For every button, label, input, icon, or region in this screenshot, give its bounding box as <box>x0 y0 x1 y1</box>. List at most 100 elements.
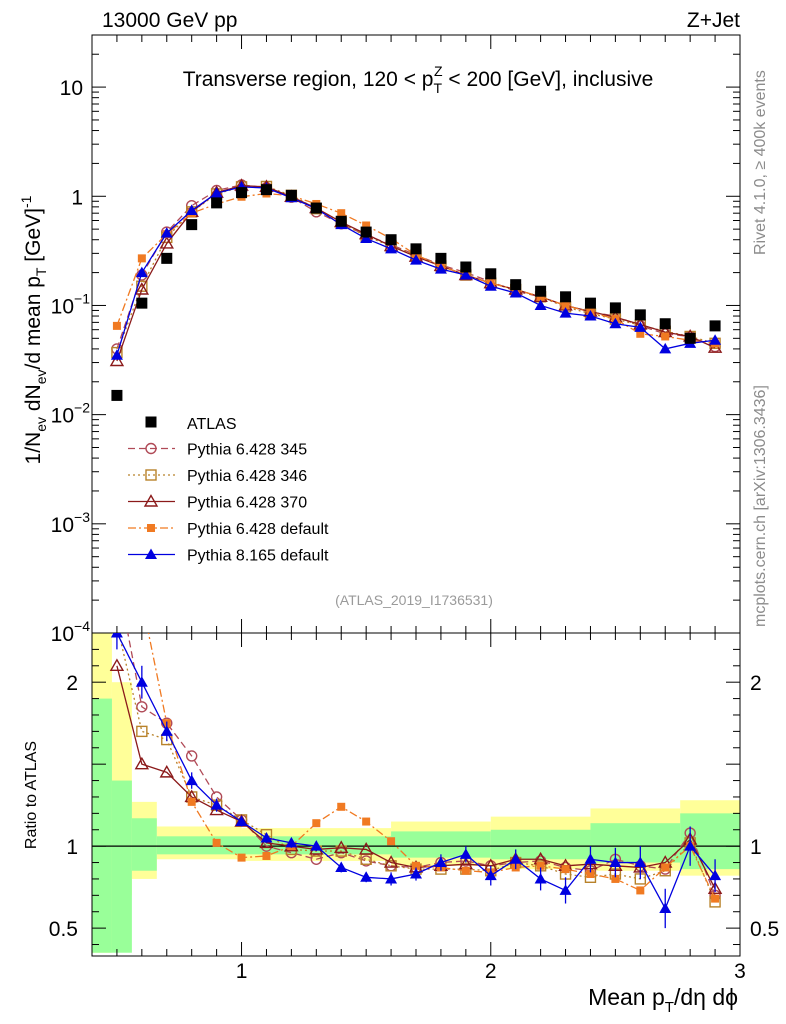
ratio-point-p8 <box>360 871 373 882</box>
x-tick-label: 2 <box>485 960 497 983</box>
ratio-point-p345 <box>185 750 198 762</box>
legend-marker-p345 <box>145 442 157 455</box>
point-p8 <box>709 334 722 345</box>
main-y-tick-label: 10−1 <box>51 290 91 318</box>
mcplots-label: mcplots.cern.ch [arXiv:1306.3436] <box>752 385 769 627</box>
plot-title-post: < 200 [GeV], inclusive <box>443 68 654 91</box>
ratio-point-p8 <box>584 853 597 864</box>
point-p6def <box>137 254 146 263</box>
ratio-y-tick-label: 2 <box>66 672 78 695</box>
point-p370 <box>134 282 150 295</box>
point-p6def <box>536 292 545 301</box>
main-y-axis-label: 1/Nev dNev/d mean pT [GeV]-1 <box>18 195 49 464</box>
legend-entry-atlas: ATLAS <box>145 416 237 433</box>
x-axis-label: Mean pT/dη dϕ <box>588 984 738 1016</box>
ratio-point-p8 <box>559 884 572 895</box>
series-line-p370 <box>116 185 716 362</box>
plot-title-pre: Transverse region, 120 < p <box>183 68 434 91</box>
point-atlas <box>260 184 272 196</box>
point-atlas <box>385 234 397 246</box>
legend-marker-p6def <box>147 524 155 532</box>
ratio-point-p8 <box>185 774 198 786</box>
ratio-point-p6def <box>611 874 620 883</box>
ratio-point-p8 <box>684 840 697 851</box>
ratio-point-p8 <box>410 868 422 879</box>
band-inner-1 <box>111 780 132 953</box>
series-p345 <box>111 179 721 355</box>
legend-label-p8: Pythia 8.165 default <box>187 548 329 565</box>
ratio-point-p346 <box>136 725 148 738</box>
x-ticks: 1 2 3 <box>116 35 746 983</box>
ratio-point-p6def <box>237 853 246 862</box>
ratio-point-p6def <box>661 863 670 872</box>
point-p8 <box>110 349 123 360</box>
ratio-point-p6def <box>636 886 645 895</box>
legend-label-p6def: Pythia 6.428 default <box>187 521 329 538</box>
band-inner-2 <box>131 818 157 871</box>
legend-label-p370: Pythia 6.428 370 <box>187 495 307 512</box>
legend-label-atlas: ATLAS <box>187 416 237 433</box>
point-atlas <box>584 297 596 309</box>
ratio-point-p8 <box>434 856 447 868</box>
point-atlas <box>236 187 248 199</box>
main-y-tick-label: 10−4 <box>51 618 91 646</box>
point-atlas <box>460 261 472 273</box>
point-atlas <box>335 215 347 227</box>
point-atlas <box>410 243 422 255</box>
series-p370 <box>109 178 723 367</box>
ratio-y-tick-label-right: 0.5 <box>750 918 779 941</box>
ratio-point-p345 <box>112 571 122 581</box>
ratio-point-p6def <box>412 861 420 870</box>
ratio-point-p8 <box>310 840 323 851</box>
series-p6def <box>112 189 720 348</box>
ratio-y-tick-label-right: 1 <box>750 836 762 859</box>
beam-energy-label: 13000 GeV pp <box>102 9 237 32</box>
point-atlas <box>659 318 671 330</box>
point-p8 <box>185 204 198 216</box>
ratio-point-p345 <box>136 701 148 713</box>
ratio-point-p8 <box>634 856 647 868</box>
ratio-point-p6def <box>362 817 371 826</box>
point-atlas <box>111 389 123 401</box>
series-p346 <box>111 180 721 359</box>
ratio-point-p8 <box>335 861 348 872</box>
ratio-point-p8 <box>285 836 298 848</box>
point-p8 <box>534 299 547 310</box>
legend-entry-p345: Pythia 6.428 345 <box>128 442 307 459</box>
ratio-point-p6def <box>138 596 146 604</box>
ratio-point-p8 <box>659 902 672 913</box>
ratio-point-p370 <box>707 881 723 894</box>
ratio-point-p370 <box>134 756 150 770</box>
ratio-point-p8 <box>709 869 722 881</box>
ratio-point-p370 <box>334 840 349 853</box>
band-inner-6 <box>590 823 681 863</box>
main-series <box>109 178 723 367</box>
ratio-point-p6def <box>711 894 720 903</box>
point-p8 <box>659 342 672 354</box>
ratio-point-p8 <box>609 856 622 868</box>
ratio-point-p8 <box>385 872 398 884</box>
point-p8 <box>385 242 398 254</box>
ratio-point-p6def <box>461 866 470 875</box>
point-p8 <box>360 232 373 244</box>
point-p8 <box>135 266 148 278</box>
legend-marker-p370 <box>143 494 159 507</box>
ratio-point-p8 <box>210 799 223 810</box>
ratio-point-p8 <box>160 725 173 736</box>
point-p8 <box>634 321 647 332</box>
ratio-y-ticks: 2 2 1 1 0.5 0.5 <box>49 632 779 946</box>
ratio-point-p6def <box>586 870 595 879</box>
point-p6def <box>636 329 645 338</box>
point-atlas <box>285 189 297 201</box>
plot-title: Transverse region, 120 < pTZ < 200 [GeV]… <box>183 63 654 96</box>
series-p8 <box>110 180 722 360</box>
point-atlas <box>634 309 646 321</box>
point-atlas <box>485 268 497 280</box>
legend-label-p345: Pythia 6.428 345 <box>187 442 307 459</box>
band-inner-4 <box>391 831 491 858</box>
x-tick-label: 3 <box>734 960 746 983</box>
point-p8 <box>160 227 173 238</box>
ratio-y-tick-label: 0.5 <box>49 918 78 941</box>
main-y-tick-label: 1 <box>71 186 83 209</box>
